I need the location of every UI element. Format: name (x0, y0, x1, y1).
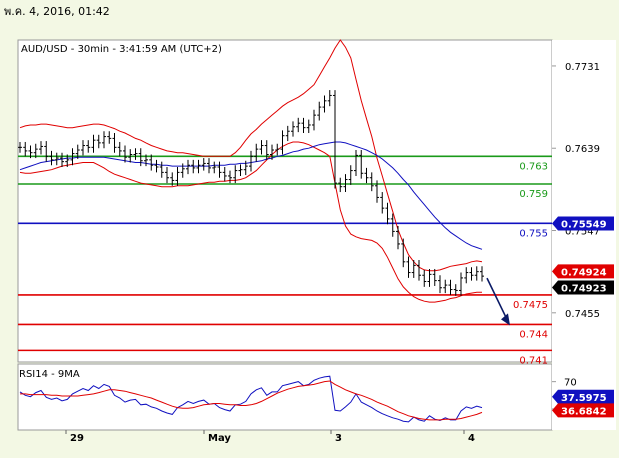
level-label: 0.763 (519, 161, 548, 172)
chart-title: AUD/USD - 30min - 3:41:59 AM (UTC+2) (21, 44, 222, 55)
rsi-panel (17, 363, 553, 431)
rsi-tag-label: 37.5975 (561, 393, 607, 404)
level-label: 0.741 (519, 355, 548, 366)
x-tick-label: 29 (70, 433, 84, 444)
level-label: 0.759 (519, 189, 548, 200)
price-tick-label: 0.7639 (565, 144, 600, 155)
indicator-line (19, 141, 482, 303)
price-tick-label: 0.7547 (565, 227, 600, 238)
price-tag-label: 0.74924 (561, 267, 607, 278)
forecast-arrow (486, 277, 508, 320)
price-tag (552, 216, 614, 231)
price-tag-label: 0.75549 (561, 219, 607, 230)
rsi-line (20, 380, 483, 421)
rsi-tag (552, 389, 614, 404)
rsi-tag (552, 403, 614, 418)
price-tick-label: 0.7455 (565, 309, 600, 320)
level-label: 0.744 (519, 329, 548, 340)
rsi-panel-label: RSI14 - 9MA (19, 369, 80, 380)
price-tick-label: 0.7731 (565, 62, 600, 73)
indicator-line (19, 39, 483, 272)
level-label: 0.755 (519, 228, 548, 239)
forecast-arrow-head (501, 313, 510, 326)
x-tick-label: May (208, 433, 231, 444)
price-axis-area (552, 40, 616, 430)
price-tag (552, 264, 614, 279)
x-tick-label: 3 (335, 433, 342, 444)
rsi-tick-label: 70 (564, 378, 577, 389)
price-panel (17, 39, 553, 363)
timestamp: พ.ค. 4, 2016, 01:42 (4, 5, 110, 18)
price-tag-label: 0.74923 (561, 283, 607, 294)
level-label: 0.7475 (513, 300, 548, 311)
rsi-tag-label: 36.6842 (561, 406, 607, 417)
x-tick-label: 4 (468, 433, 475, 444)
price-tag (552, 280, 614, 295)
rsi-line (19, 375, 483, 423)
